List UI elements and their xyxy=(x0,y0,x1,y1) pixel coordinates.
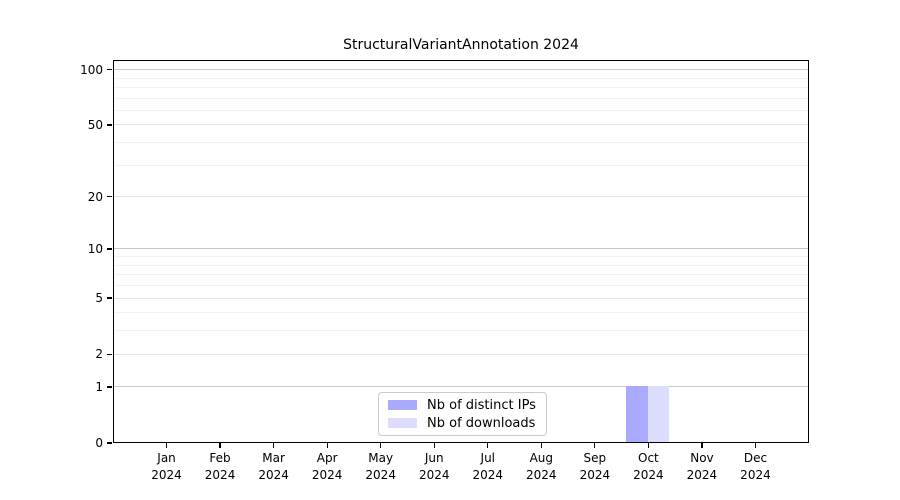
y-tick-label-20: 20 xyxy=(87,189,103,204)
x-tick-apr xyxy=(326,443,328,448)
major-gridline-20 xyxy=(114,196,808,198)
y-tick-2 xyxy=(107,353,112,355)
y-tick-100 xyxy=(107,69,112,71)
y-tick-label-0: 0 xyxy=(95,436,103,450)
y-tick-1 xyxy=(107,386,112,388)
x-tick-label-aug: Aug 2024 xyxy=(526,451,557,482)
x-tick-label-apr: Apr 2024 xyxy=(311,451,343,482)
y-tick-label-5: 5 xyxy=(95,291,103,306)
minor-gridline xyxy=(114,77,808,79)
minor-gridline xyxy=(114,312,808,314)
bar-nb-of-downloads-oct xyxy=(647,386,670,443)
x-tick-label-may: May 2024 xyxy=(365,451,396,482)
x-tick-label-jul: Jul 2024 xyxy=(472,451,504,482)
legend-swatch-icon xyxy=(388,400,417,410)
legend-row: Nb of distinct IPs xyxy=(388,398,537,412)
major-gridline-50 xyxy=(114,124,808,126)
legend-swatch-icon xyxy=(388,418,417,428)
major-gridline-1 xyxy=(114,386,808,388)
minor-gridline xyxy=(114,109,808,111)
x-tick-jan xyxy=(165,443,168,448)
x-tick-label-sep: Sep 2024 xyxy=(579,451,611,482)
y-tick-label-1: 1 xyxy=(95,379,103,394)
x-tick-label-mar: Mar 2024 xyxy=(258,451,289,482)
x-tick-mar xyxy=(272,443,275,448)
minor-gridline xyxy=(114,142,808,144)
minor-gridline xyxy=(114,274,808,276)
x-tick-nov xyxy=(701,443,703,448)
legend-label: Nb of distinct IPs xyxy=(427,397,536,413)
minor-gridline xyxy=(114,87,808,89)
x-tick-label-feb: Feb 2024 xyxy=(204,451,236,482)
y-tick-label-50: 50 xyxy=(87,118,103,133)
x-tick-label-dec: Dec 2024 xyxy=(740,451,771,482)
major-gridline-5 xyxy=(114,297,808,299)
x-tick-feb xyxy=(219,443,221,448)
minor-gridline xyxy=(114,285,808,287)
y-tick-label-10: 10 xyxy=(87,242,103,257)
major-gridline-100 xyxy=(114,69,808,71)
y-tick-10 xyxy=(107,248,112,250)
y-tick-50 xyxy=(107,124,112,126)
minor-gridline xyxy=(114,330,808,332)
y-tick-label-2: 2 xyxy=(95,347,103,362)
x-tick-oct xyxy=(647,443,650,448)
major-gridline-10 xyxy=(114,248,808,250)
x-tick-dec xyxy=(754,443,757,448)
y-tick-0 xyxy=(107,442,112,444)
minor-gridline xyxy=(114,97,808,99)
y-tick-label-100: 100 xyxy=(80,62,103,77)
x-tick-label-nov: Nov 2024 xyxy=(686,451,718,482)
x-tick-aug xyxy=(540,443,542,448)
legend: Nb of distinct IPs Nb of downloads xyxy=(378,392,547,436)
minor-gridline xyxy=(114,256,808,258)
major-gridline-2 xyxy=(114,353,808,355)
minor-gridline xyxy=(114,164,808,166)
x-tick-label-jan: Jan 2024 xyxy=(151,451,182,482)
x-tick-jun xyxy=(433,443,435,448)
x-tick-sep xyxy=(594,443,596,448)
plot-area xyxy=(113,60,809,443)
legend-row: Nb of downloads xyxy=(388,416,537,430)
y-tick-5 xyxy=(107,297,112,299)
y-tick-20 xyxy=(107,196,112,198)
x-tick-jul xyxy=(487,443,489,448)
minor-gridline xyxy=(114,264,808,266)
x-tick-label-jun: Jun 2024 xyxy=(418,451,450,482)
legend-label: Nb of downloads xyxy=(427,415,536,431)
chart-title: StructuralVariantAnnotation 2024 xyxy=(343,37,579,53)
bar-nb-of-distinct-ips-oct xyxy=(626,386,648,443)
x-tick-may xyxy=(380,443,382,448)
x-tick-label-oct: Oct 2024 xyxy=(633,451,664,482)
